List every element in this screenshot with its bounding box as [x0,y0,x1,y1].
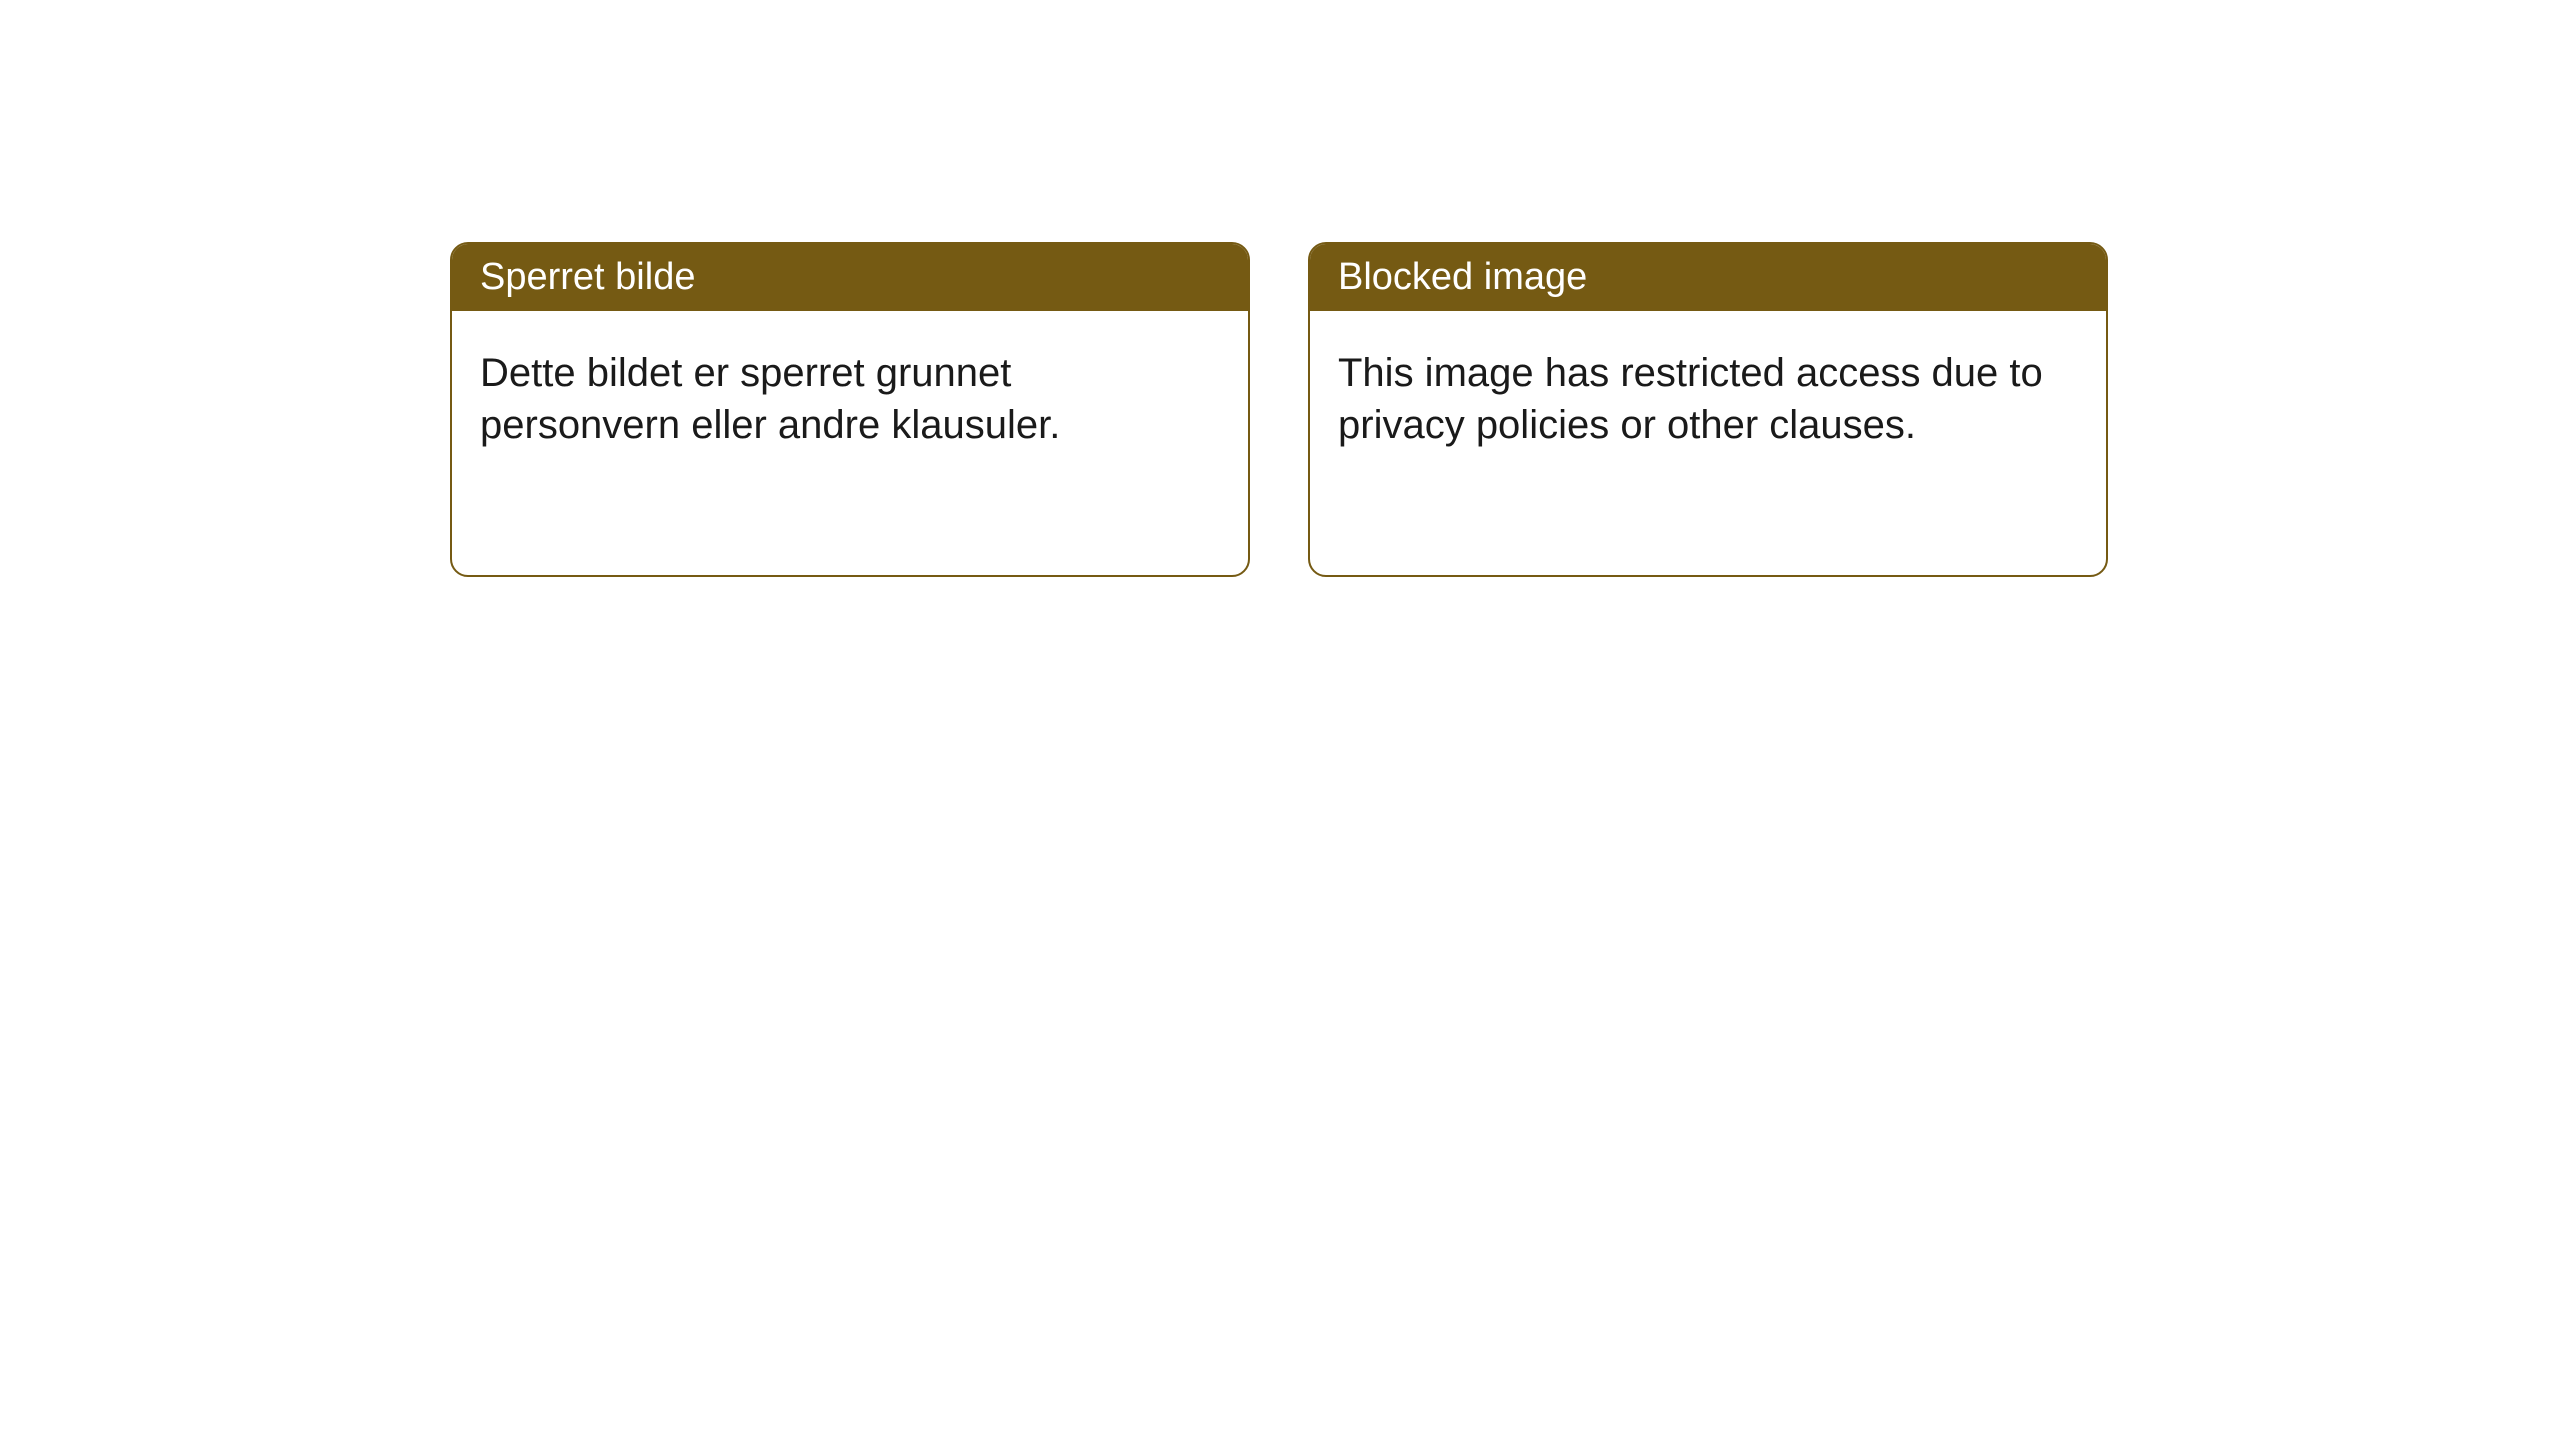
notice-header: Sperret bilde [452,244,1248,311]
notice-body: Dette bildet er sperret grunnet personve… [452,311,1248,487]
notice-body: This image has restricted access due to … [1310,311,2106,487]
notice-header: Blocked image [1310,244,2106,311]
notice-card-english: Blocked image This image has restricted … [1308,242,2108,577]
notice-container: Sperret bilde Dette bildet er sperret gr… [450,242,2108,577]
notice-card-norwegian: Sperret bilde Dette bildet er sperret gr… [450,242,1250,577]
